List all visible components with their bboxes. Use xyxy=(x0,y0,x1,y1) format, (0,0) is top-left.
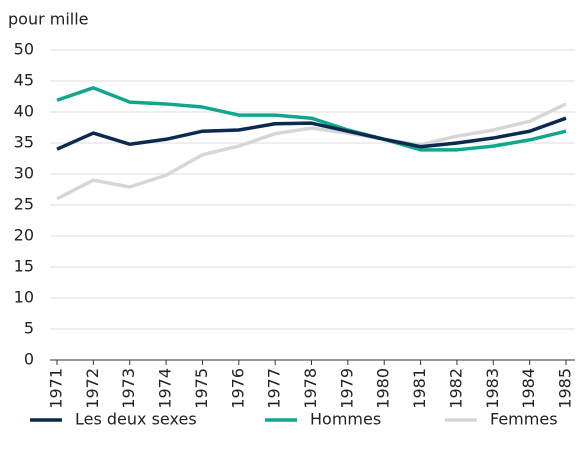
y-axis-label: pour mille xyxy=(8,10,89,29)
line-series xyxy=(56,102,567,201)
x-tick-label: 1972 xyxy=(83,368,102,409)
y-tick-label: 10 xyxy=(14,288,34,307)
y-tick-label: 45 xyxy=(14,71,34,90)
y-tick-label: 35 xyxy=(14,133,34,152)
x-tick-label: 1973 xyxy=(119,368,138,409)
y-tick-label: 30 xyxy=(14,164,34,183)
x-tick-label: 1982 xyxy=(446,368,465,409)
legend-label: Femmes xyxy=(490,410,558,429)
x-tick-label: 1974 xyxy=(156,368,175,409)
x-tick-label: 1978 xyxy=(301,368,320,409)
x-tick-label: 1983 xyxy=(483,368,502,409)
y-tick-label: 20 xyxy=(14,226,34,245)
x-tick-label: 1976 xyxy=(228,368,247,409)
x-tick-label: 1977 xyxy=(265,368,284,409)
legend-label: Les deux sexes xyxy=(75,410,197,429)
x-tick-label: 1984 xyxy=(519,368,538,409)
legend-label: Hommes xyxy=(310,410,381,429)
y-tick-label: 50 xyxy=(14,40,34,59)
x-tick-label: 1975 xyxy=(192,368,211,409)
x-tick-label: 1985 xyxy=(556,368,575,409)
line-series xyxy=(56,86,567,152)
y-tick-label: 5 xyxy=(24,319,34,338)
y-tick-label: 40 xyxy=(14,102,34,121)
x-tick-label: 1981 xyxy=(410,368,429,409)
x-tick-label: 1971 xyxy=(47,368,66,409)
x-tick-label: 1980 xyxy=(374,368,393,409)
y-tick-label: 0 xyxy=(24,350,34,369)
y-tick-label: 15 xyxy=(14,257,34,276)
x-tick-label: 1979 xyxy=(337,368,356,409)
y-tick-label: 25 xyxy=(14,195,34,214)
line-series xyxy=(56,116,567,151)
